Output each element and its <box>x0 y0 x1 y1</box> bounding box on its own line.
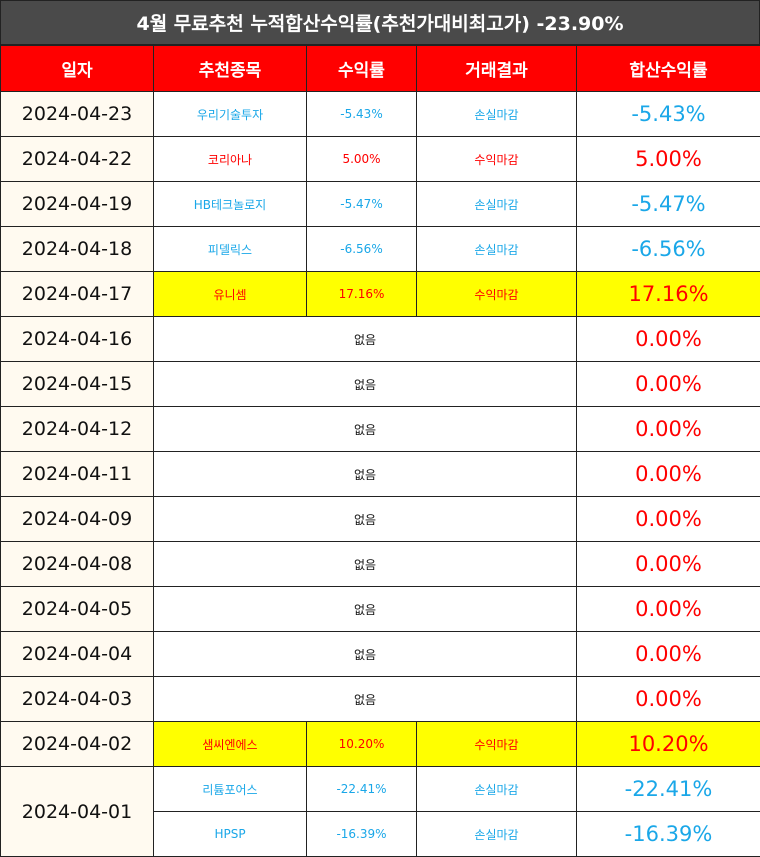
no-recommendation-cell: 없음 <box>154 317 577 362</box>
date-cell: 2024-04-16 <box>1 317 154 362</box>
date-cell: 2024-04-08 <box>1 542 154 587</box>
stock-name-cell: 우리기술투자 <box>154 92 307 137</box>
result-cell: 수익마감 <box>417 272 577 317</box>
result-cell: 손실마감 <box>417 182 577 227</box>
total-return-cell: 0.00% <box>577 542 760 587</box>
date-cell: 2024-04-12 <box>1 407 154 452</box>
stock-name-cell: HB테크놀로지 <box>154 182 307 227</box>
table-header-row: 일자 추천종목 수익률 거래결과 합산수익률 <box>1 46 760 92</box>
total-return-cell: -5.47% <box>577 182 760 227</box>
no-recommendation-cell: 없음 <box>154 542 577 587</box>
result-cell: 수익마감 <box>417 722 577 767</box>
stock-name-cell: 리튬포어스 <box>154 767 307 812</box>
date-cell: 2024-04-23 <box>1 92 154 137</box>
date-cell: 2024-04-01 <box>1 767 154 857</box>
date-cell: 2024-04-04 <box>1 632 154 677</box>
return-cell: -5.43% <box>307 92 417 137</box>
result-cell: 손실마감 <box>417 227 577 272</box>
column-header-return: 수익률 <box>307 46 417 92</box>
date-cell: 2024-04-02 <box>1 722 154 767</box>
total-return-cell: -5.43% <box>577 92 760 137</box>
stock-name-cell: 유니셈 <box>154 272 307 317</box>
date-cell: 2024-04-19 <box>1 182 154 227</box>
total-return-cell: 0.00% <box>577 677 760 722</box>
total-return-cell: 0.00% <box>577 497 760 542</box>
stock-name-cell: 피델릭스 <box>154 227 307 272</box>
date-cell: 2024-04-22 <box>1 137 154 182</box>
column-header-date: 일자 <box>1 46 154 92</box>
no-recommendation-cell: 없음 <box>154 632 577 677</box>
total-return-cell: 0.00% <box>577 632 760 677</box>
date-cell: 2024-04-09 <box>1 497 154 542</box>
total-return-cell: 0.00% <box>577 452 760 497</box>
total-return-cell: 0.00% <box>577 407 760 452</box>
total-return-cell: 5.00% <box>577 137 760 182</box>
stock-name-cell: 샘씨엔에스 <box>154 722 307 767</box>
total-return-cell: 10.20% <box>577 722 760 767</box>
result-cell: 손실마감 <box>417 767 577 812</box>
return-cell: -5.47% <box>307 182 417 227</box>
date-cell: 2024-04-15 <box>1 362 154 407</box>
total-return-cell: -6.56% <box>577 227 760 272</box>
return-cell: -16.39% <box>307 812 417 857</box>
no-recommendation-cell: 없음 <box>154 587 577 632</box>
column-header-total: 합산수익률 <box>577 46 760 92</box>
result-cell: 수익마감 <box>417 137 577 182</box>
column-header-result: 거래결과 <box>417 46 577 92</box>
stock-name-cell: HPSP <box>154 812 307 857</box>
return-cell: 10.20% <box>307 722 417 767</box>
page-title: 4월 무료추천 누적합산수익률(추천가대비최고가) -23.90% <box>0 0 760 45</box>
date-cell: 2024-04-18 <box>1 227 154 272</box>
column-header-stock: 추천종목 <box>154 46 307 92</box>
total-return-cell: 17.16% <box>577 272 760 317</box>
result-cell: 손실마감 <box>417 812 577 857</box>
result-cell: 손실마감 <box>417 92 577 137</box>
no-recommendation-cell: 없음 <box>154 497 577 542</box>
total-return-cell: 0.00% <box>577 362 760 407</box>
return-cell: 5.00% <box>307 137 417 182</box>
date-cell: 2024-04-03 <box>1 677 154 722</box>
return-cell: -22.41% <box>307 767 417 812</box>
date-cell: 2024-04-11 <box>1 452 154 497</box>
return-cell: -6.56% <box>307 227 417 272</box>
total-return-cell: 0.00% <box>577 587 760 632</box>
no-recommendation-cell: 없음 <box>154 407 577 452</box>
stock-name-cell: 코리아나 <box>154 137 307 182</box>
return-cell: 17.16% <box>307 272 417 317</box>
no-recommendation-cell: 없음 <box>154 452 577 497</box>
no-recommendation-cell: 없음 <box>154 677 577 722</box>
date-cell: 2024-04-17 <box>1 272 154 317</box>
total-return-cell: -22.41% <box>577 767 760 812</box>
date-cell: 2024-04-05 <box>1 587 154 632</box>
total-return-cell: 0.00% <box>577 317 760 362</box>
total-return-cell: -16.39% <box>577 812 760 857</box>
no-recommendation-cell: 없음 <box>154 362 577 407</box>
